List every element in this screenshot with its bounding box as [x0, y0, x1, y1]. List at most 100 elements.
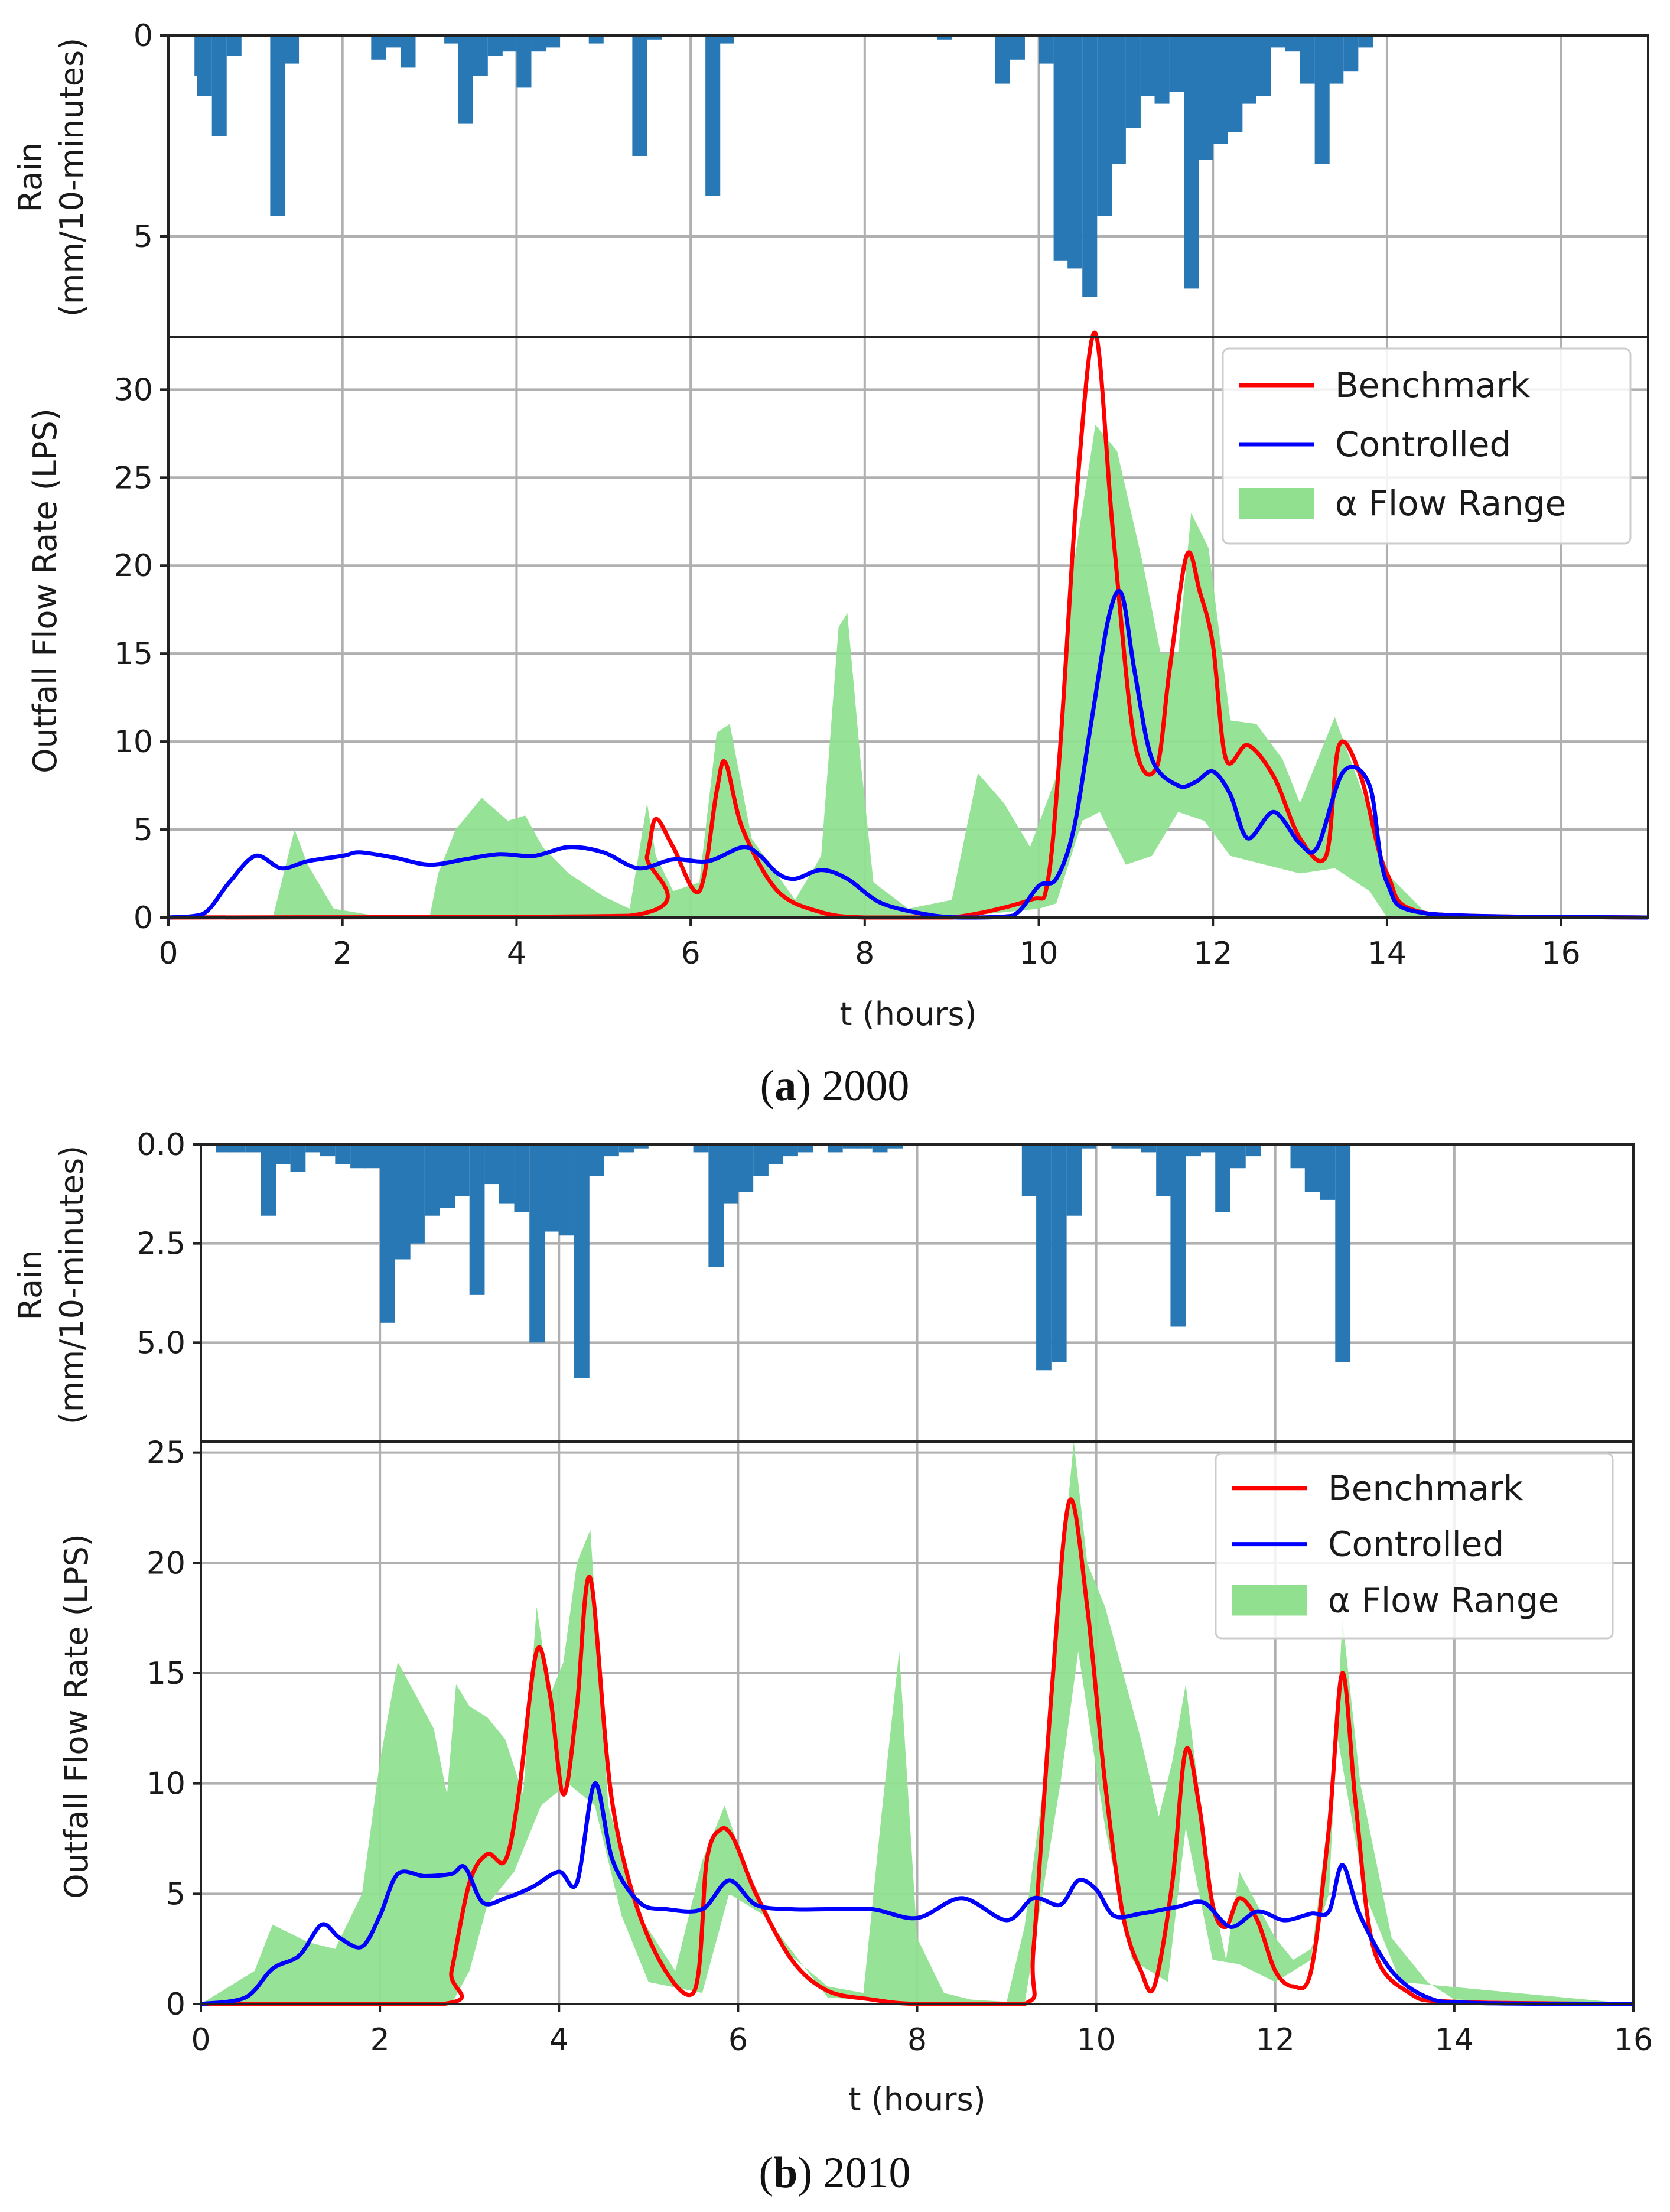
rain-bar — [1097, 35, 1112, 216]
rain-bar — [335, 1144, 351, 1164]
rain-bar — [738, 1144, 754, 1192]
rain-bar — [1111, 35, 1126, 164]
flow-y-tick-label: 15 — [147, 1656, 185, 1691]
flow-y-tick-label: 30 — [114, 372, 153, 408]
rain-bar — [290, 1144, 306, 1172]
rain-bar — [1125, 1144, 1141, 1149]
rain-bar — [1021, 1144, 1037, 1196]
rain-bar — [753, 1144, 769, 1176]
rain-bar — [531, 35, 546, 52]
rain-bar — [705, 35, 721, 196]
chart-panel-b: 0 2 4 6 8 10 12 14 16 0.0 2.5 5.0 0 5 10 15 20 25 Benchmar… — [12, 1127, 1653, 2197]
rain-y-axis-label: Rain — [12, 142, 49, 213]
caption-letter: a — [774, 1062, 796, 1110]
rain-bar — [719, 35, 734, 44]
legend-label: α Flow Range — [1335, 483, 1566, 523]
rain-bar — [469, 1144, 485, 1295]
rain-bar — [588, 1144, 604, 1176]
rain-bar — [514, 1144, 530, 1212]
rain-bar — [574, 1144, 590, 1378]
rain-y-tick-label: 0 — [134, 18, 153, 54]
rain-bar — [797, 1144, 813, 1153]
rain-bar — [424, 1144, 440, 1216]
legend: Benchmark Controlled α Flow Range — [1215, 1452, 1614, 1640]
rain-bar — [1241, 35, 1256, 104]
flow-y-tick-label: 25 — [147, 1436, 185, 1471]
caption-letter: b — [773, 2149, 797, 2197]
rain-bar — [284, 35, 300, 64]
rain-bar — [386, 35, 401, 48]
rain-bar — [1184, 35, 1199, 289]
rain-bar — [211, 35, 227, 136]
rain-y-tick-label: 2.5 — [136, 1227, 185, 1262]
legend-label: Controlled — [1328, 1524, 1504, 1564]
flow-y-axis-label: Outfall Flow Rate (LPS) — [27, 408, 64, 773]
rain-bar — [633, 1144, 649, 1149]
x-tick-label: 12 — [1256, 2022, 1295, 2058]
rain-bar — [604, 1144, 619, 1157]
series-controlled-line — [200, 1781, 1634, 2006]
rain-bar — [458, 35, 473, 124]
rain-bar — [1080, 1144, 1096, 1149]
rain-bar — [1256, 35, 1271, 96]
x-tick-label: 0 — [158, 936, 178, 971]
flow-y-tick-label: 25 — [114, 460, 153, 496]
rain-bar — [872, 1144, 888, 1153]
x-tick-label: 10 — [1077, 2022, 1116, 2058]
x-tick-label: 12 — [1193, 936, 1232, 971]
rain-bar — [499, 1144, 515, 1204]
rain-bar — [320, 1144, 336, 1157]
rain-bar — [767, 1144, 783, 1164]
legend-swatch-patch — [1239, 488, 1314, 519]
rain-bar — [270, 35, 285, 216]
rain-bar — [401, 35, 416, 68]
rain-bar — [487, 35, 503, 56]
x-tick-label: 16 — [1542, 936, 1581, 971]
rain-bar — [632, 35, 647, 156]
rain-bar — [409, 1144, 425, 1244]
rain-bar — [226, 35, 242, 56]
rain-bar — [350, 1144, 366, 1169]
rain-bar — [275, 1144, 291, 1164]
rain-bar — [1320, 1144, 1336, 1200]
series-benchmark-line — [168, 330, 1649, 920]
x-axis-label: t (hours) — [839, 996, 976, 1033]
legend-box — [1215, 1452, 1614, 1640]
x-tick-label: 8 — [907, 2022, 927, 2058]
rain-bar — [1271, 35, 1287, 48]
rain-bar — [995, 35, 1010, 84]
rain-bar — [1300, 35, 1315, 84]
rain-bar — [1314, 35, 1330, 164]
rain-y-tick-label: 5.0 — [136, 1325, 185, 1361]
rain-bar — [1140, 35, 1155, 96]
series-benchmark-line — [201, 1497, 1634, 2006]
x-tick-label: 4 — [507, 936, 526, 971]
rain-y-axis-label: (mm/10-minutes) — [53, 38, 90, 317]
rain-bar — [1304, 1144, 1320, 1192]
legend-label: Benchmark — [1335, 365, 1531, 405]
legend-label: Benchmark — [1328, 1468, 1523, 1508]
rain-bar — [1290, 1144, 1306, 1169]
rain-bar — [1111, 1144, 1127, 1149]
rain-bar — [1125, 35, 1141, 128]
rain-bar — [647, 35, 662, 40]
x-tick-label: 2 — [333, 936, 352, 971]
x-tick-label: 4 — [549, 2022, 569, 2058]
rain-bar — [1010, 35, 1025, 60]
rain-bar — [1036, 1144, 1052, 1371]
rain-bar — [618, 1144, 634, 1153]
legend-swatch-patch — [1232, 1585, 1307, 1616]
rain-bar — [245, 1144, 261, 1153]
flow-y-tick-label: 5 — [166, 1876, 185, 1912]
rain-bar — [440, 1144, 455, 1208]
rain-bar — [1186, 1144, 1201, 1157]
flow-y-tick-label: 15 — [114, 636, 153, 672]
flow-y-tick-label: 20 — [114, 548, 153, 584]
x-tick-label: 14 — [1435, 2022, 1474, 2058]
rain-bar — [1082, 35, 1098, 297]
rain-bar — [1053, 35, 1069, 261]
rain-bar — [857, 1144, 873, 1149]
rain-bar — [1039, 35, 1054, 64]
x-tick-label: 6 — [728, 2022, 748, 2058]
x-tick-label: 8 — [855, 936, 874, 971]
